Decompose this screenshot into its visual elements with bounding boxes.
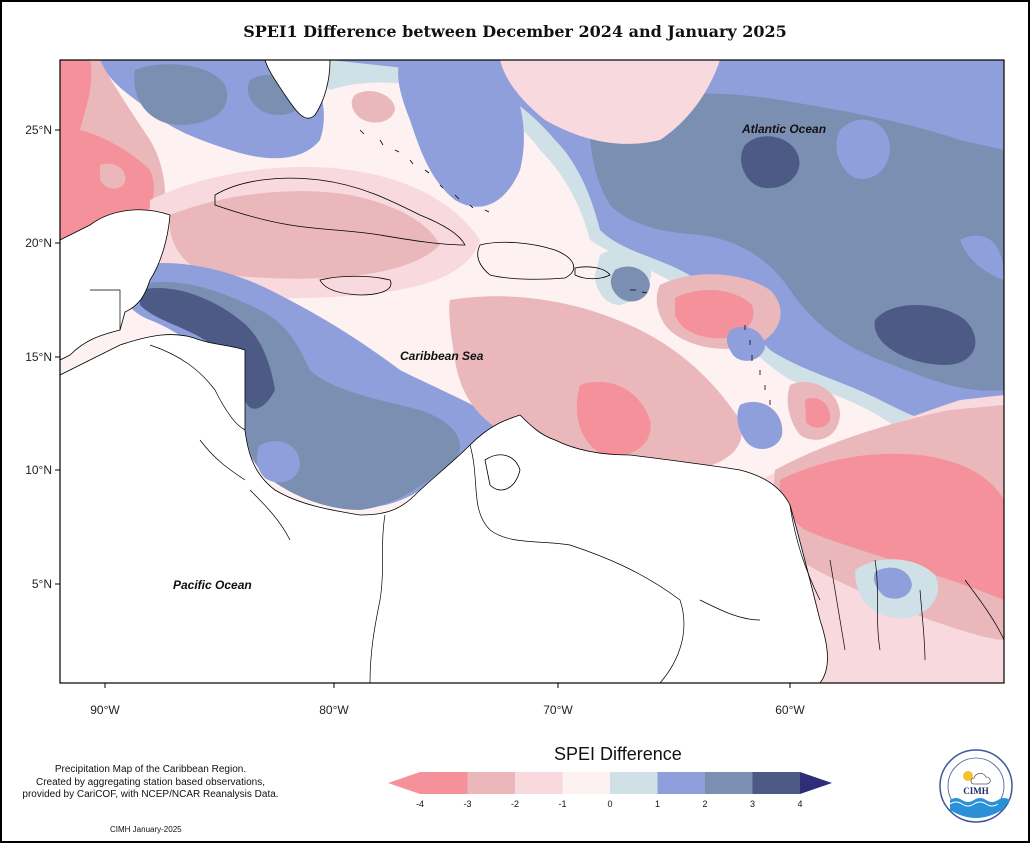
- footnote-line-1: Precipitation Map of the Caribbean Regio…: [54, 764, 247, 775]
- footnote-line-3: provided by CariCOF, with NCEP/NCAR Rean…: [22, 789, 279, 800]
- sun-icon: [963, 771, 973, 781]
- label-caribbean-sea: Caribbean Sea: [400, 349, 484, 363]
- lat-tick-label: 20°N: [25, 236, 52, 250]
- footnote-line-2: Created by aggregating station based obs…: [35, 776, 266, 788]
- colorbar-segment: [752, 772, 800, 794]
- lake-maracaibo-outline: [484, 454, 521, 491]
- small-islands: [359, 129, 771, 405]
- colorbar-segment: [562, 772, 610, 794]
- wave-icon: [950, 798, 1010, 818]
- colorbar-segment: [657, 772, 705, 794]
- lat-tick-label: 5°N: [32, 577, 52, 591]
- colorbar-tick-label: -1: [558, 799, 566, 809]
- map-title: SPEI1 Difference between December 2024 a…: [243, 22, 787, 41]
- land-mainland: [60, 209, 828, 683]
- footnote: Precipitation Map of the Caribbean Regio…: [8, 764, 293, 802]
- puerto-rico-outline: [574, 266, 611, 280]
- latitude-axis: 25°N 20°N 15°N 10°N 5°N: [25, 123, 60, 591]
- lat-tick-label: 10°N: [25, 463, 52, 477]
- cimh-logo: CIMH: [939, 749, 1013, 823]
- legend-colorbar: -4 -3 -2 -1 0 1 2 3 4: [388, 772, 832, 809]
- hispaniola-outline: [477, 241, 575, 280]
- colorbar-segment: [467, 772, 515, 794]
- lat-tick-label: 25°N: [25, 123, 52, 137]
- colorbar-tick-label: 4: [797, 799, 802, 809]
- lon-tick-label: 70°W: [543, 703, 573, 717]
- plot-frame: [59, 59, 1005, 684]
- legend-title: SPEI Difference: [554, 744, 682, 764]
- jamaica-outline: [319, 275, 392, 296]
- colorbar-segment: [420, 772, 468, 794]
- colorbar-tick-label: -4: [416, 799, 424, 809]
- cloud-icon: [970, 772, 991, 785]
- colorbar-tick-label: 3: [750, 799, 755, 809]
- colorbar-tick-label: 1: [655, 799, 660, 809]
- longitude-axis: 90°W 80°W 70°W 60°W: [90, 683, 805, 717]
- colorbar-segment: [515, 772, 563, 794]
- cuba-outline: [214, 177, 466, 246]
- lon-tick-label: 80°W: [319, 703, 349, 717]
- country-borders: [90, 289, 1004, 683]
- colorbar-tick-label: -3: [463, 799, 471, 809]
- svg-text:CIMH: CIMH: [963, 786, 989, 796]
- florida-peninsula: [264, 60, 331, 119]
- label-pacific-ocean: Pacific Ocean: [173, 578, 252, 592]
- colorbar-arrow-left: [388, 772, 420, 794]
- lat-tick-label: 15°N: [25, 350, 52, 364]
- colorbar-arrow-right: [800, 772, 832, 794]
- islands: [214, 60, 611, 491]
- lon-tick-label: 90°W: [90, 703, 120, 717]
- colorbar-tick-label: -2: [511, 799, 519, 809]
- lon-tick-label: 60°W: [775, 703, 805, 717]
- colorbar-segment: [705, 772, 753, 794]
- credit-text: CIMH January-2025: [110, 825, 182, 834]
- colorbar-tick-label: 0: [607, 799, 612, 809]
- colorbar-tick-label: 2: [702, 799, 707, 809]
- label-atlantic-ocean: Atlantic Ocean: [741, 122, 826, 136]
- colorbar-segment: [610, 772, 658, 794]
